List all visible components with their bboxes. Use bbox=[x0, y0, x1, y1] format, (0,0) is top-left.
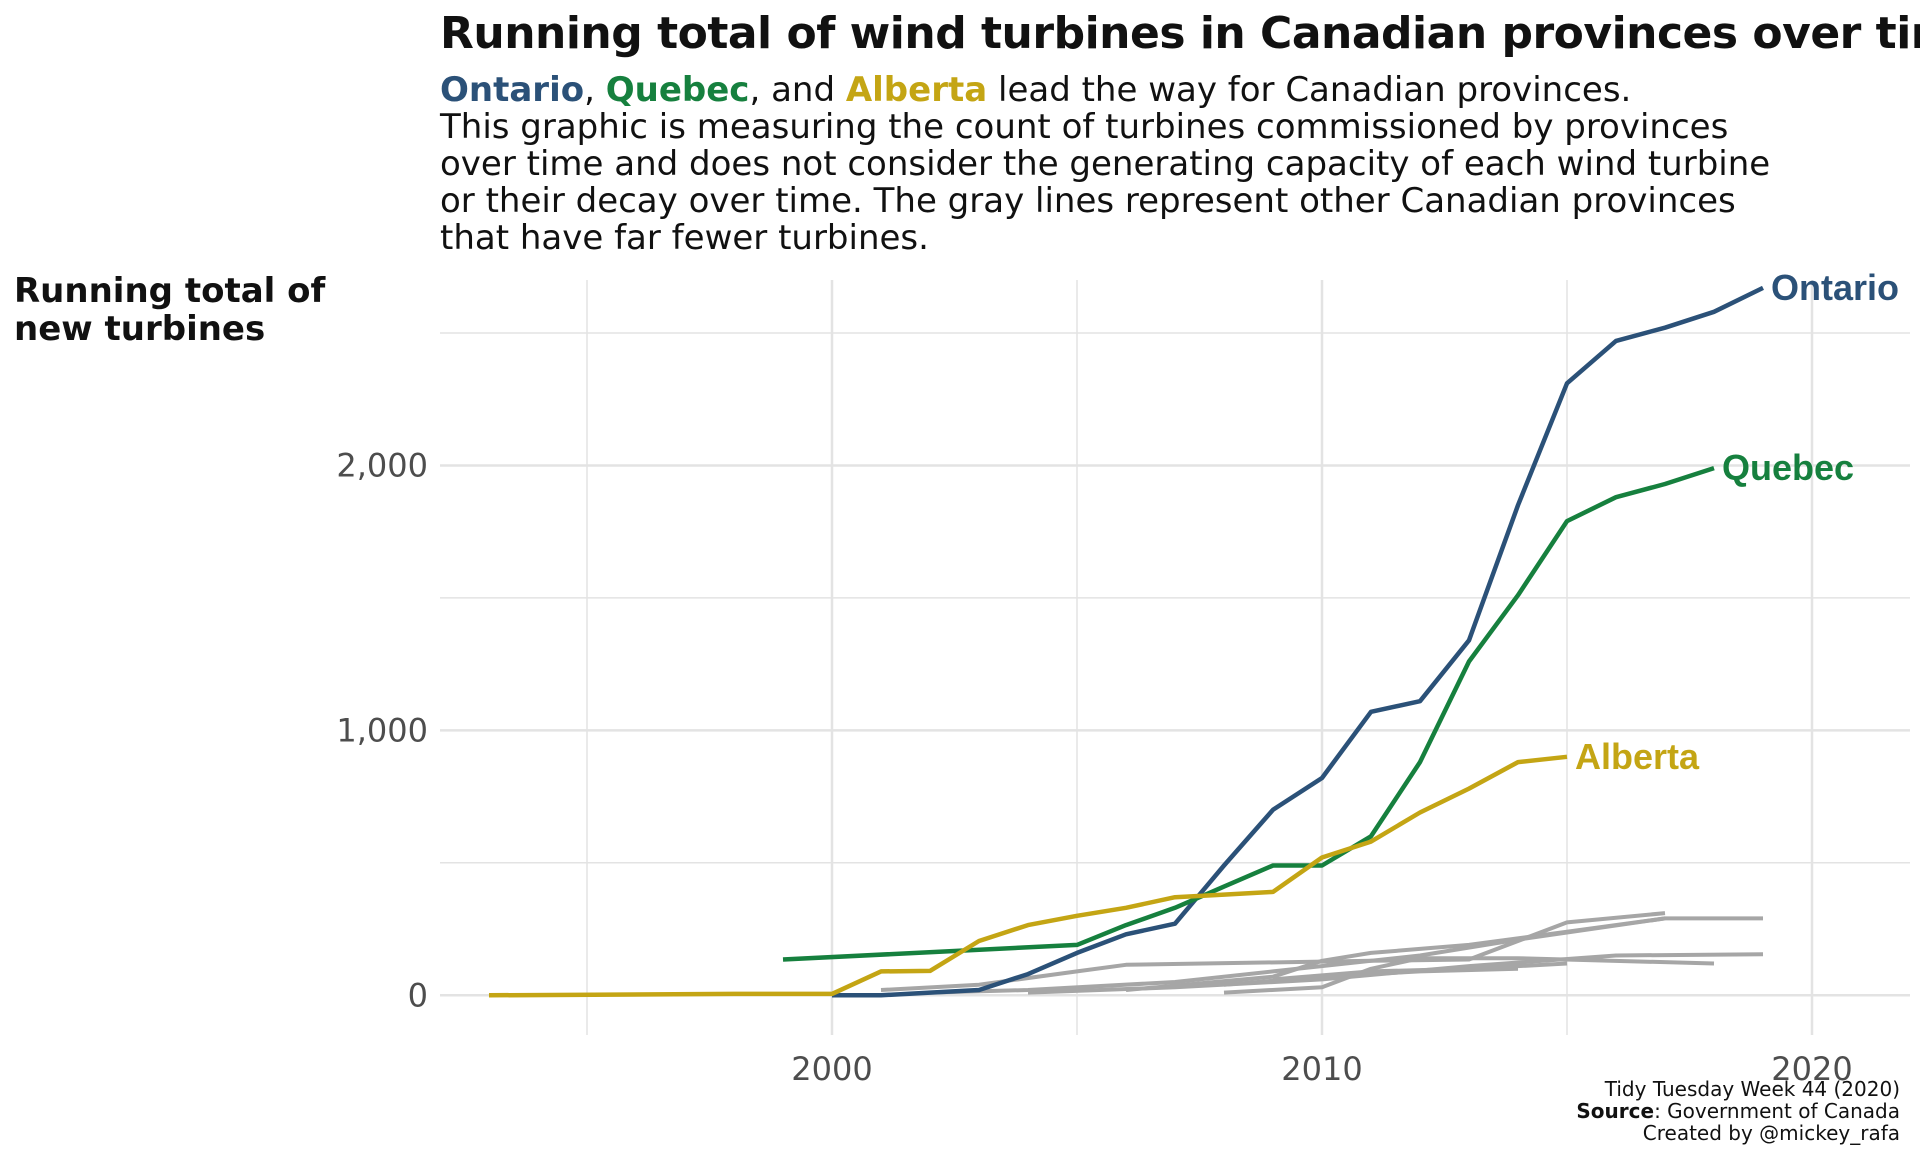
y-axis-label: Running total of new turbines bbox=[14, 272, 325, 348]
series-end-label-ontario: Ontario bbox=[1771, 267, 1899, 308]
subtitle-separator: , bbox=[584, 70, 606, 110]
subtitle-highlight-alberta: Alberta bbox=[845, 70, 988, 110]
chart-subtitle: Ontario, Quebec, and Alberta lead the wa… bbox=[440, 72, 1910, 257]
subtitle-text: lead the way for Canadian provinces. bbox=[987, 70, 1632, 110]
series-line-quebec bbox=[782, 465, 1715, 962]
y-tick-label: 1,000 bbox=[336, 711, 428, 749]
subtitle-line-2: This graphic is measuring the count of t… bbox=[440, 107, 1729, 147]
subtitle-line-4: or their decay over time. The gray lines… bbox=[440, 181, 1736, 221]
y-axis-label-line: Running total of bbox=[14, 271, 326, 311]
series-line-other-province bbox=[1125, 916, 1666, 992]
series-line-other-province bbox=[1223, 956, 1715, 995]
caption-line: Source: Government of Canada bbox=[1576, 1100, 1900, 1122]
y-tick-label: 2,000 bbox=[336, 446, 428, 484]
y-tick-label: 0 bbox=[408, 976, 428, 1014]
subtitle-line-1: Ontario, Quebec, and Alberta lead the wa… bbox=[440, 72, 1910, 109]
subtitle-line-3: over time and does not consider the gene… bbox=[440, 144, 1771, 184]
series-end-label-alberta: Alberta bbox=[1575, 736, 1700, 777]
caption-source-label: Source bbox=[1576, 1099, 1655, 1123]
x-tick-label: 2000 bbox=[791, 1050, 872, 1088]
chart-title: Running total of wind turbines in Canadi… bbox=[440, 8, 1920, 59]
series-line-other-province bbox=[1223, 966, 1519, 987]
subtitle-highlight-quebec: Quebec bbox=[605, 70, 750, 110]
caption-line: Created by @mickey_rafa bbox=[1642, 1121, 1900, 1145]
series-line-alberta bbox=[488, 754, 1568, 998]
series-line-ontario bbox=[832, 285, 1764, 998]
series-end-label-quebec: Quebec bbox=[1722, 447, 1854, 488]
caption-source: : Government of Canada bbox=[1654, 1099, 1900, 1123]
y-axis-label-line: new turbines bbox=[14, 309, 266, 349]
subtitle-separator: , and bbox=[749, 70, 846, 110]
caption-line: Tidy Tuesday Week 44 (2020) bbox=[1604, 1077, 1900, 1101]
chart-caption: Tidy Tuesday Week 44 (2020) Source: Gove… bbox=[1576, 1078, 1900, 1144]
x-tick-label: 2010 bbox=[1281, 1050, 1362, 1088]
subtitle-highlight-ontario: Ontario bbox=[440, 70, 585, 110]
subtitle-line-5: that have far fewer turbines. bbox=[440, 218, 929, 258]
x-tick-label: 2020 bbox=[1771, 1050, 1852, 1088]
